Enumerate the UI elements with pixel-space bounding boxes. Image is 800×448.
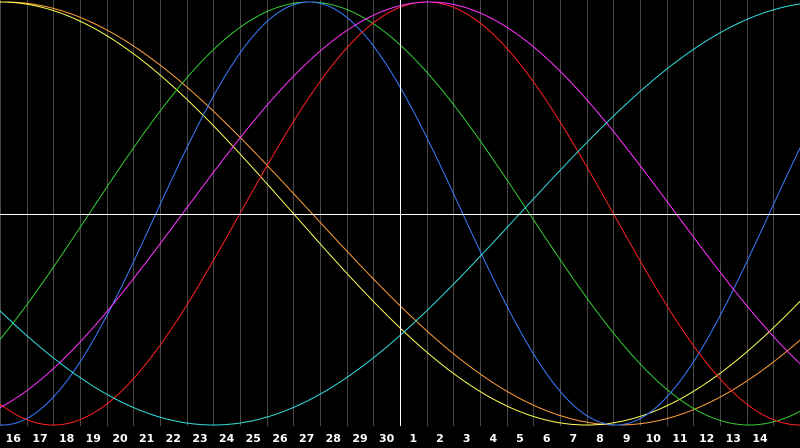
x-tick-label: 21 [139,432,154,445]
x-tick-label: 30 [379,432,395,445]
x-tick-label: 24 [219,432,235,445]
x-tick-label: 3 [463,432,471,445]
x-tick-label: 10 [646,432,662,445]
x-tick-label: 11 [672,432,687,445]
x-tick-label: 28 [326,432,341,445]
x-tick-label: 9 [623,432,631,445]
x-tick-label: 16 [6,432,22,445]
x-tick-label: 6 [543,432,551,445]
x-tick-label: 22 [166,432,181,445]
x-tick-label: 20 [112,432,128,445]
x-tick-label: 17 [32,432,47,445]
x-tick-label: 19 [86,432,101,445]
marker-lines [0,0,800,426]
x-tick-label: 29 [352,432,367,445]
x-tick-label: 26 [272,432,288,445]
x-tick-label: 18 [59,432,74,445]
x-tick-label: 8 [596,432,604,445]
x-tick-label: 27 [299,432,314,445]
x-tick-label: 14 [752,432,768,445]
x-tick-label: 2 [436,432,444,445]
x-tick-labels: 16 17 18 19 20 21 22 23 24 25 26 27 28 29 30 1 2 3 4 5 6 7 8 9 1… [6,432,768,445]
x-tick-label: 7 [569,432,577,445]
x-tick-label: 13 [726,432,741,445]
x-tick-label: 1 [409,432,417,445]
x-tick-label: 12 [699,432,714,445]
x-tick-label: 4 [489,432,497,445]
x-tick-label: 23 [192,432,207,445]
x-tick-label: 5 [516,432,524,445]
x-tick-label: 25 [246,432,261,445]
